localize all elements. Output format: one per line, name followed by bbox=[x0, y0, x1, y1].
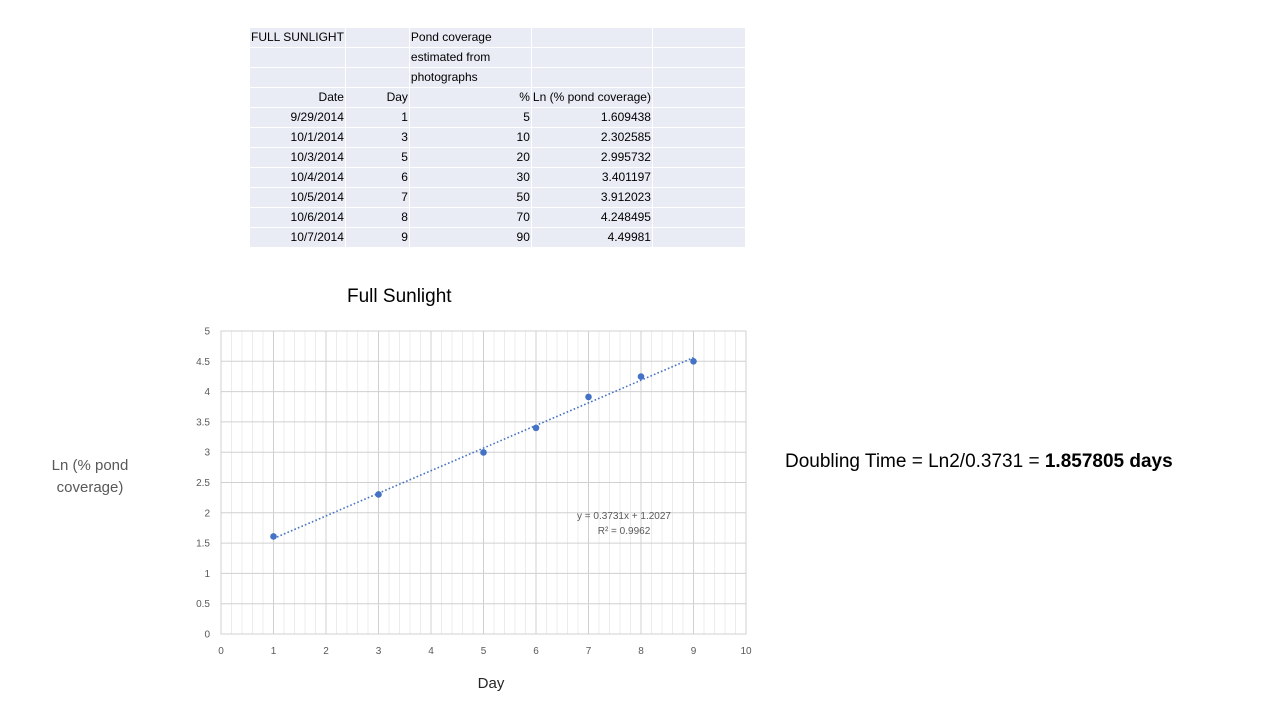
data-point bbox=[270, 533, 277, 540]
y-tick-label: 3.5 bbox=[196, 417, 210, 428]
data-point bbox=[690, 358, 697, 365]
x-tick-label: 8 bbox=[638, 646, 644, 657]
x-tick-label: 9 bbox=[691, 646, 697, 657]
y-tick-label: 2.5 bbox=[196, 478, 210, 489]
table-header-row: FULL SUNLIGHT Pond coverage bbox=[249, 27, 746, 48]
chart-title: Full Sunlight bbox=[347, 286, 452, 307]
doubling-time-text: Doubling Time = Ln2/0.3731 = 1.857805 da… bbox=[785, 451, 1173, 473]
x-tick-label: 1 bbox=[271, 646, 277, 657]
y-tick-label: 1 bbox=[204, 569, 210, 580]
table-cell: 2.995732 bbox=[530, 147, 653, 168]
doubling-time-formula: Doubling Time = Ln2/0.3731 = bbox=[785, 451, 1045, 472]
table-cell: 9/29/2014 bbox=[249, 107, 346, 128]
x-axis-title: Day bbox=[477, 675, 505, 692]
data-point bbox=[480, 449, 487, 456]
table-cell: 4.49981 bbox=[530, 227, 653, 248]
table-row: 10/7/2014 9 90 4.49981 bbox=[249, 227, 746, 248]
y-tick-label: 4.5 bbox=[196, 357, 210, 368]
table-row: 10/6/2014 8 70 4.248495 bbox=[249, 207, 746, 228]
x-tick-label: 2 bbox=[323, 646, 329, 657]
table-cell: 90 bbox=[408, 227, 532, 248]
y-tick-label: 1.5 bbox=[196, 539, 210, 550]
table-cell: FULL SUNLIGHT bbox=[249, 27, 346, 48]
doubling-time-value: 1.857805 days bbox=[1044, 451, 1173, 472]
table-cell: estimated from bbox=[408, 47, 532, 68]
table-cell: 4.248495 bbox=[530, 207, 653, 228]
y-tick-label: 3 bbox=[204, 448, 210, 459]
table-cell: 10/7/2014 bbox=[249, 227, 346, 248]
table-cell: 3.401197 bbox=[530, 167, 653, 188]
data-table: FULL SUNLIGHT Pond coverage estimated from… bbox=[249, 27, 746, 248]
trendline-r2: R² = 0.9962 bbox=[598, 526, 651, 537]
table-cell: 10/4/2014 bbox=[249, 167, 346, 188]
y-tick-label: 0.5 bbox=[196, 599, 210, 610]
x-tick-label: 4 bbox=[428, 646, 434, 657]
y-tick-label: 2 bbox=[204, 508, 210, 519]
table-header-row: estimated from bbox=[249, 47, 746, 68]
data-point bbox=[375, 491, 382, 498]
y-tick-label: 5 bbox=[204, 327, 210, 338]
table-cell: 1.609438 bbox=[530, 107, 653, 128]
table-cell: 9 bbox=[344, 227, 410, 248]
x-tick-label: 7 bbox=[586, 646, 592, 657]
y-tick-label: 0 bbox=[204, 630, 210, 641]
trendline bbox=[273, 356, 694, 540]
table-cell bbox=[651, 227, 746, 248]
data-point bbox=[585, 393, 592, 401]
y-axis-title: Ln (% pond coverage) bbox=[51, 457, 129, 496]
x-tick-label: 10 bbox=[740, 646, 752, 657]
x-tick-label: 3 bbox=[376, 646, 382, 657]
table-row: 10/5/2014 7 50 3.912023 bbox=[249, 187, 746, 208]
plot-area-border bbox=[220, 330, 747, 635]
x-tick-label: 0 bbox=[218, 646, 224, 657]
data-point bbox=[532, 424, 540, 432]
x-tick-label: 6 bbox=[533, 646, 539, 657]
trendline-equation: y = 0.3731x + 1.2027 bbox=[577, 511, 671, 522]
data-point bbox=[637, 373, 645, 380]
y-tick-label: 4 bbox=[204, 387, 210, 398]
x-tick-label: 5 bbox=[481, 646, 487, 657]
